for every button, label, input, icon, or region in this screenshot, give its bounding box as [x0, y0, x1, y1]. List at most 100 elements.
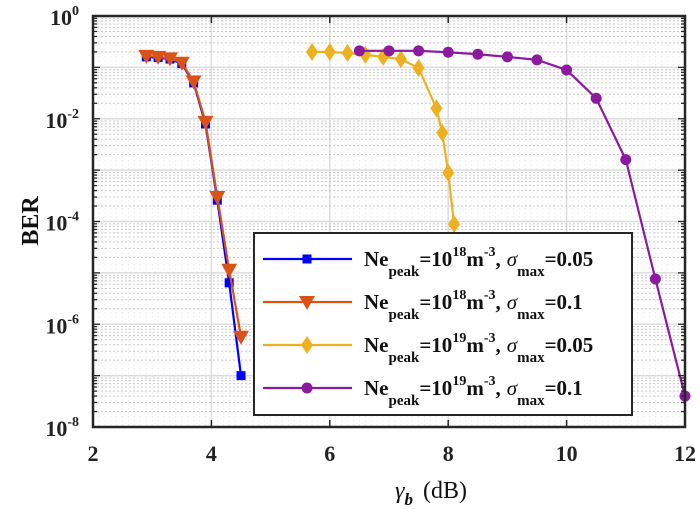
legend-comma: , — [495, 333, 500, 357]
y-tick-base: 10 — [45, 416, 67, 441]
y-tick-label: 10-4 — [45, 210, 79, 236]
x-axis-unit: (dB) — [423, 478, 467, 504]
legend-item: Nepeak=1018m-3, σmax=0.1 — [263, 288, 583, 323]
data-point — [472, 48, 484, 60]
legend-value: =0.1 — [545, 290, 583, 314]
data-point — [394, 50, 407, 69]
data-point — [353, 45, 365, 57]
y-tick-label: 10-8 — [45, 415, 79, 441]
legend-unit-exp: -3 — [484, 331, 496, 346]
legend-ne-sub: peak — [389, 307, 421, 323]
legend-sigma: σ — [507, 376, 519, 400]
y-tick-base: 10 — [45, 211, 67, 236]
y-tick-exp: -4 — [67, 210, 79, 225]
legend-comma: , — [495, 290, 500, 314]
x-tick-label: 10 — [556, 441, 578, 466]
x-axis-symbol: γ — [395, 478, 405, 504]
legend-exp: 19 — [452, 331, 466, 346]
data-point — [620, 154, 632, 166]
x-axis-symbol-sub: b — [404, 490, 413, 509]
legend-unit: m — [466, 333, 484, 357]
data-point — [430, 99, 443, 118]
data-point — [413, 45, 425, 57]
legend-comma: , — [495, 247, 500, 271]
data-point — [436, 123, 449, 142]
data-point — [649, 273, 661, 285]
legend-unit-exp: -3 — [484, 245, 496, 260]
axis-ticks — [92, 15, 686, 428]
series-layer — [138, 42, 691, 402]
legend-item: Nepeak=1019m-3, σmax=0.1 — [263, 374, 583, 409]
svg-text:γb(dB): γb (dB) — [395, 478, 467, 509]
legend-value: =0.05 — [545, 333, 594, 357]
legend-label: Nepeak=1019m-3, σmax=0.1 — [364, 374, 583, 409]
x-axis-label: γb (dB) — [395, 478, 467, 509]
data-point — [185, 75, 202, 90]
legend-unit: m — [466, 247, 484, 271]
series-4 — [353, 45, 691, 402]
data-point — [442, 163, 455, 182]
y-tick-exp: -8 — [67, 415, 79, 430]
y-tick-label: 10-2 — [45, 107, 79, 133]
legend-eq: =10 — [419, 290, 452, 314]
legend-unit-exp: -3 — [484, 374, 496, 389]
data-point — [224, 278, 234, 288]
legend-sigma-sub: max — [517, 350, 545, 366]
y-tick-base: 10 — [45, 313, 67, 338]
legend-value: =0.1 — [545, 376, 583, 400]
x-tick-label: 2 — [88, 441, 99, 466]
y-axis-label: BER — [18, 196, 44, 246]
data-point — [138, 49, 155, 64]
legend-ne: Ne — [364, 333, 389, 357]
legend-ne-sub: peak — [389, 264, 421, 280]
x-tick-label: 12 — [674, 441, 696, 466]
legend-comma: , — [495, 376, 500, 400]
data-point — [561, 64, 573, 76]
x-tick-label: 4 — [206, 441, 217, 466]
legend-sigma-sub: max — [517, 393, 545, 409]
x-tick-label: 6 — [324, 441, 335, 466]
series-2 — [138, 49, 249, 345]
data-point — [306, 42, 319, 61]
legend-box — [253, 232, 633, 416]
data-point — [209, 190, 226, 205]
legend-eq: =10 — [419, 247, 452, 271]
legend-label: Nepeak=1018m-3, σmax=0.1 — [364, 288, 583, 323]
data-point — [341, 44, 354, 63]
x-tick-label: 8 — [443, 441, 454, 466]
data-point — [412, 59, 425, 78]
legend-item: Nepeak=1018m-3, σmax=0.05 — [263, 245, 593, 280]
data-point — [590, 92, 602, 104]
legend-label: Nepeak=1018m-3, σmax=0.05 — [364, 245, 593, 280]
legend-marker — [301, 382, 313, 394]
legend-ne: Ne — [364, 247, 389, 271]
series-line — [312, 50, 456, 225]
legend-ne: Ne — [364, 290, 389, 314]
legend-unit-exp: -3 — [484, 288, 496, 303]
data-point — [531, 54, 543, 66]
legend-marker — [299, 296, 315, 310]
legend-ne-sub: peak — [389, 350, 421, 366]
data-point — [383, 45, 395, 57]
data-point — [501, 51, 513, 63]
legend-unit: m — [466, 290, 484, 314]
y-tick-exp: 0 — [72, 4, 79, 19]
y-tick-base: 10 — [45, 108, 67, 133]
legend-marker — [302, 254, 312, 264]
data-point — [173, 56, 190, 71]
legend-ne: Ne — [364, 376, 389, 400]
legend-label: Nepeak=1019m-3, σmax=0.05 — [364, 331, 593, 366]
legend-unit: m — [466, 376, 484, 400]
x-tick-labels: 2 4 6 8 10 12 — [88, 441, 697, 466]
data-point — [221, 263, 238, 278]
data-point — [150, 50, 167, 65]
legend-exp: 18 — [452, 288, 466, 303]
y-tick-label: 100 — [50, 4, 79, 30]
legend-eq: =10 — [419, 376, 452, 400]
data-point — [448, 215, 461, 234]
legend-item: Nepeak=1019m-3, σmax=0.05 — [263, 331, 593, 366]
y-tick-label: 10-6 — [45, 312, 79, 338]
legend-exp: 18 — [452, 245, 466, 260]
